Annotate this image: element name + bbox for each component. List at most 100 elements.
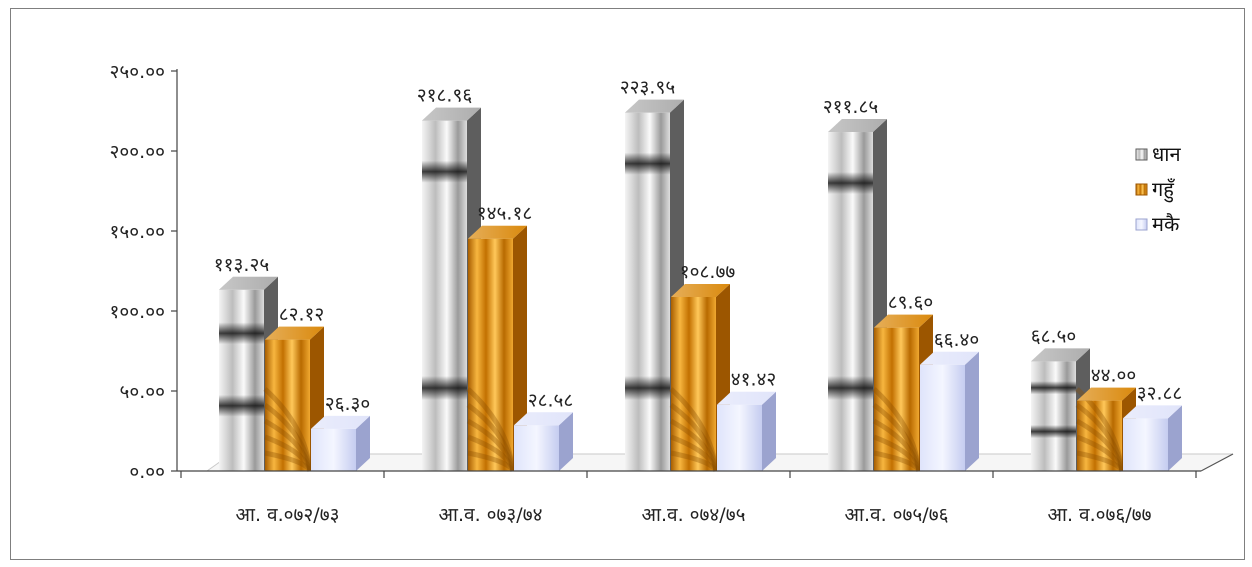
y-tick-label: २५०.००: [110, 61, 165, 83]
maize-bar-side: [1168, 405, 1182, 471]
paddy-bar-front: [219, 289, 264, 471]
wheat-bar-grain: [1075, 402, 1125, 472]
wheat-bar-grain: [873, 434, 922, 472]
legend-label: धान: [1152, 142, 1181, 166]
maize-bar-side: [762, 391, 776, 471]
bars-layer: [219, 99, 1182, 473]
data-labels-layer: ११३.२५ ८२.१२ २६.३० २१८.९६ १४५.१८ २८.५८ २२३.९५ १…: [214, 77, 1183, 415]
wheat-bar-grain: [669, 402, 719, 472]
maize-bar-top-sheen: [920, 351, 979, 365]
y-tick-label: ०.००: [129, 461, 165, 483]
legend-swatch: [1135, 148, 1148, 161]
data-label: ६६.४०: [934, 329, 980, 351]
data-label: २८.५८: [528, 389, 574, 411]
paddy-bar-top-sheen: [1031, 348, 1090, 362]
legend: धान गहुँ मकै: [1135, 142, 1181, 236]
wheat-bar-top-sheen: [1077, 387, 1136, 401]
maize-bar-front: [920, 364, 965, 471]
maize-bar: [717, 391, 776, 471]
paddy-bar-band: [1031, 381, 1076, 395]
legend-swatch: [1135, 183, 1148, 196]
paddy-bar-band: [219, 322, 264, 345]
paddy-bar: [828, 119, 887, 471]
wheat-bar-grain: [669, 418, 719, 472]
wheat-bar-front: [874, 327, 919, 471]
wheat-bar-top-sheen: [874, 314, 933, 328]
maize-bar-front: [311, 428, 356, 471]
wheat-bar-grain: [466, 418, 516, 472]
wheat-bar-grain: [670, 450, 719, 473]
data-label: ३२.८८: [1137, 382, 1183, 404]
maize-bar-front: [717, 404, 762, 471]
wheat-bar-top-sheen: [468, 225, 527, 239]
y-tick-label: २००.००: [110, 141, 165, 163]
data-label: ८९.६०: [888, 292, 934, 314]
wheat-bar-grain: [669, 387, 719, 472]
floor-edge: [1200, 453, 1234, 472]
wheat-bar-front: [671, 296, 716, 471]
wheat-bar-grain: [872, 402, 922, 472]
maize-bar-front: [1123, 418, 1168, 471]
wheat-bar-grain: [872, 387, 922, 472]
data-label: ८२.१२: [279, 304, 325, 326]
x-tick-label: आ.व. ०७३/७४: [439, 504, 543, 526]
wheat-bar-grain: [466, 387, 516, 472]
wheat-bar: [669, 283, 730, 473]
legend-label: मकै: [1152, 212, 1180, 236]
maize-bar-side: [559, 412, 573, 471]
bar-chart: ०.०० ५०.०० १००.०० १५०.०० २००.०० २५०.०० ११३.२५…: [110, 61, 1234, 526]
paddy-bar-top-sheen: [828, 119, 887, 133]
paddy-bar: [1031, 348, 1090, 471]
paddy-bar-band: [828, 376, 873, 400]
data-label: ६८.५०: [1031, 325, 1077, 347]
maize-bar-top-sheen: [514, 412, 573, 426]
x-tick-label: आ. व.०७६/७७: [1048, 504, 1152, 526]
paddy-bar-top-sheen: [219, 276, 278, 290]
wheat-bar-grain: [872, 418, 922, 472]
wheat-bar: [466, 225, 527, 473]
x-axis: आ. व.०७२/७३ आ.व. ०७३/७४ आ.व. ०७४/७५ आ.व. ०७…: [177, 470, 1201, 526]
wheat-bar-grain: [1076, 450, 1125, 473]
maize-bar: [1123, 405, 1182, 471]
maize-bar: [920, 351, 979, 471]
paddy-bar-band: [828, 172, 873, 195]
paddy-bar-band: [1031, 424, 1076, 439]
maize-bar-side: [356, 415, 370, 471]
data-label: ११३.२५: [214, 254, 269, 276]
wheat-bar-grain: [1076, 434, 1125, 472]
data-label: २१८.९६: [417, 85, 472, 107]
legend-swatch: [1135, 218, 1148, 231]
data-label: २११.८५: [823, 96, 878, 118]
data-label: २२३.९५: [620, 77, 675, 99]
paddy-bar-band: [219, 394, 264, 417]
maize-bar-top-sheen: [311, 415, 370, 429]
maize-bar-front: [514, 425, 559, 471]
paddy-bar-front: [1031, 361, 1076, 471]
wheat-bar-grain: [263, 387, 313, 472]
wheat-bar-top-sheen: [671, 283, 730, 297]
paddy-bar: [219, 276, 278, 471]
maize-bar: [514, 412, 573, 471]
wheat-bar-front: [1077, 400, 1122, 471]
maize-bar-side: [965, 351, 979, 471]
paddy-bar-top-sheen: [422, 107, 481, 121]
wheat-bar-side: [513, 225, 527, 471]
wheat-bar-grain: [263, 418, 313, 472]
paddy-bar-band: [422, 160, 467, 183]
data-label: ४१.४२: [731, 369, 777, 391]
wheat-bar-grain: [467, 434, 516, 472]
wheat-bar-grain: [873, 450, 922, 473]
paddy-bar-top-sheen: [625, 99, 684, 113]
x-tick-label: आ.व. ०७४/७५: [642, 504, 746, 526]
chart-frame: ०.०० ५०.०० १००.०० १५०.०० २००.०० २५०.०० ११३.२५…: [10, 8, 1245, 560]
x-tick-label: आ.व. ०७५/७६: [845, 504, 949, 526]
wheat-bar-grain: [264, 450, 313, 473]
wheat-bar-front: [468, 238, 513, 471]
maize-bar: [311, 415, 370, 471]
data-label: १४५.१८: [477, 203, 532, 225]
wheat-bar: [1075, 387, 1136, 473]
maize-bar-top-sheen: [1123, 405, 1182, 419]
y-axis: ०.०० ५०.०० १००.०० १५०.०० २००.०० २५०.००: [110, 61, 178, 483]
data-label: २६.३०: [325, 393, 371, 415]
maize-bar-top-sheen: [717, 391, 776, 405]
